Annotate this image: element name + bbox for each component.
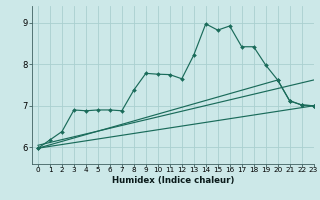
X-axis label: Humidex (Indice chaleur): Humidex (Indice chaleur) bbox=[112, 176, 234, 185]
